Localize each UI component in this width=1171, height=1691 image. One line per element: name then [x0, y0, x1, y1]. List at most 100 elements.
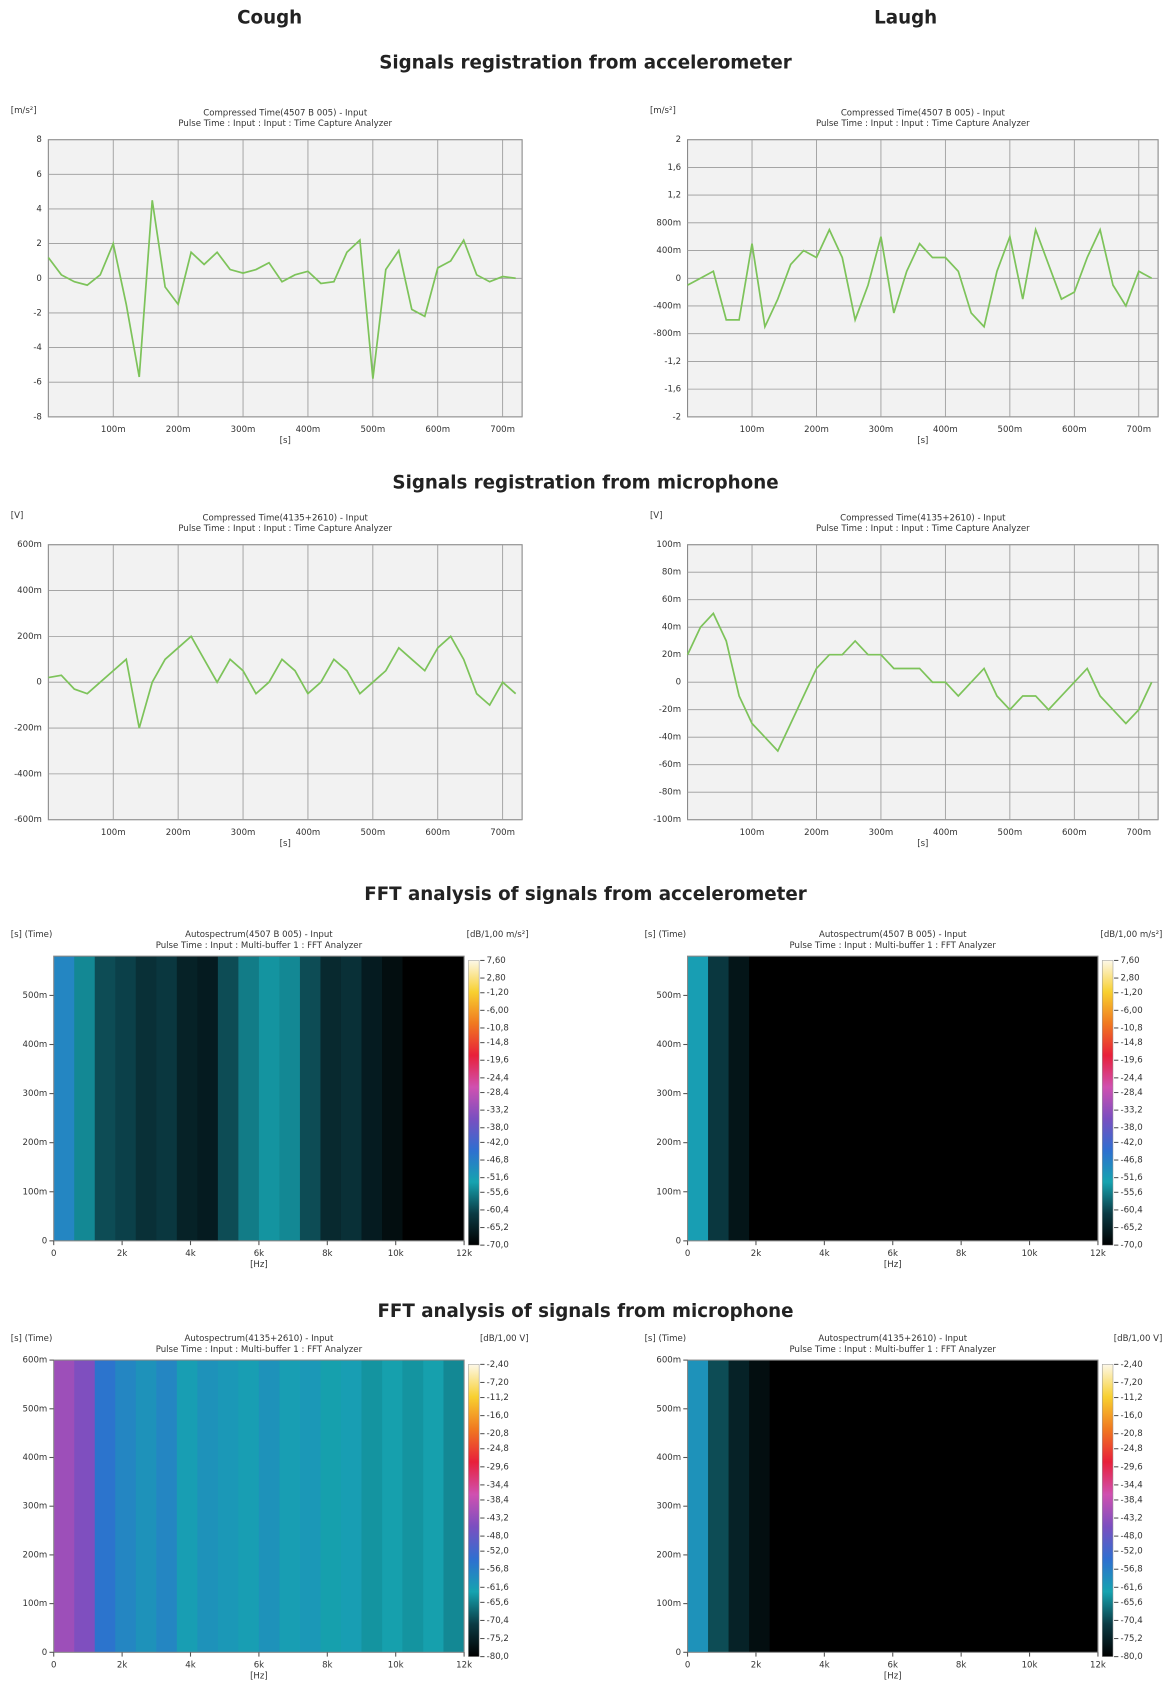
spectrum-cell: [197, 1360, 219, 1653]
y-tick-label: 0: [676, 1236, 681, 1246]
spectrum-cell: [279, 956, 301, 1241]
x-tick-label: 0: [685, 1249, 690, 1259]
colorbar-tick-label: -29,6: [487, 1462, 509, 1472]
spectrum-cell: [115, 956, 137, 1241]
y-tick-label: 200m: [23, 1138, 48, 1148]
colorbar-tick-label: -60,4: [487, 1205, 509, 1215]
y-tick-label: 300m: [23, 1502, 48, 1512]
y-tick-label: -400m: [14, 769, 42, 779]
colorbar-tick-label: -28,4: [487, 1088, 509, 1098]
spectrum-cell: [708, 1360, 729, 1653]
x-axis-label: [Hz]: [884, 1260, 902, 1270]
colorbar-tick-label: -1,20: [487, 988, 509, 998]
colorbar-tick-label: -65,2: [487, 1223, 509, 1233]
x-tick-label: 8k: [956, 1661, 966, 1671]
x-tick-label: 2k: [117, 1249, 127, 1259]
y-tick-label: 40m: [662, 623, 681, 633]
colorbar-tick-label: -33,2: [1121, 1106, 1143, 1116]
colorbar: [1101, 1364, 1114, 1657]
y-tick-label: 0: [42, 1648, 47, 1658]
spectrum-cell: [74, 1360, 96, 1653]
spectrum-cell: [299, 1360, 321, 1653]
spectrum-cell: [831, 956, 853, 1241]
colorbar-tick-label: 7,60: [487, 956, 506, 966]
x-tick-label: 300m: [869, 425, 894, 435]
y-tick-label: -4: [33, 343, 42, 353]
colorbar-label: [dB/1,00 m/s²]: [467, 930, 529, 940]
spectrum-cell: [913, 956, 935, 1241]
x-tick-label: 200m: [804, 828, 829, 838]
spectrum-cell: [954, 956, 976, 1241]
colorbar-label: [dB/1,00 V]: [1114, 1334, 1163, 1344]
y-tick-label: 2: [676, 135, 681, 145]
y-tick-label: -20m: [659, 705, 681, 715]
y-tick-label: 400m: [656, 1453, 681, 1463]
colorbar-tick-label: -55,6: [1121, 1188, 1143, 1198]
spectrum-cell: [423, 1360, 444, 1653]
x-tick-label: 6k: [888, 1249, 898, 1259]
spectrum-cell: [728, 1360, 750, 1653]
x-tick-label: 500m: [997, 425, 1022, 435]
x-axis-label: [Hz]: [250, 1671, 268, 1681]
y-tick-label: 0: [676, 274, 681, 284]
x-tick-label: 400m: [933, 828, 958, 838]
spectrum-cell: [443, 956, 465, 1241]
colorbar-tick-label: -7,20: [1121, 1378, 1143, 1388]
colorbar-tick-label: -46,8: [487, 1156, 509, 1166]
colorbar-tick-label: -34,4: [1121, 1480, 1143, 1490]
colorbar-tick-label: -16,0: [1121, 1411, 1143, 1421]
y-axis-label: [s] (Time): [11, 1334, 53, 1344]
y-tick-label: 300m: [23, 1089, 48, 1099]
y-tick-label: -100m: [653, 815, 681, 825]
x-tick-label: 600m: [1062, 828, 1087, 838]
x-tick-label: 300m: [231, 425, 256, 435]
spectrum-cell: [954, 1360, 976, 1653]
colorbar-tick-label: 2,80: [487, 974, 506, 984]
spectrum-cell: [810, 956, 832, 1241]
colorbar-tick-label: -6,00: [1121, 1006, 1143, 1016]
y-tick-label: 300m: [656, 1089, 681, 1099]
spectrum-cell: [933, 956, 955, 1241]
spectrum-cell: [1056, 1360, 1078, 1653]
spectrum-cell: [851, 1360, 873, 1653]
colorbar-tick-label: -38,0: [487, 1123, 509, 1133]
y-tick-label: -80m: [659, 788, 681, 798]
spectrum-cell: [995, 1360, 1017, 1653]
x-tick-label: 700m: [1126, 425, 1151, 435]
colorbar-tick-label: -38,4: [487, 1495, 509, 1505]
x-tick-label: 8k: [322, 1249, 332, 1259]
spectrum-cell: [872, 1360, 894, 1653]
spectrum-cell: [340, 956, 362, 1241]
colorbar: [468, 960, 480, 1246]
y-tick-label: 4: [36, 204, 41, 214]
spectrum-cell: [790, 956, 811, 1241]
spectrum-cell: [382, 956, 403, 1241]
x-tick-label: 4k: [185, 1661, 195, 1671]
spectrum-cell: [238, 1360, 260, 1653]
colorbar-tick-label: -46,8: [1121, 1156, 1143, 1166]
x-tick-label: 8k: [956, 1249, 966, 1259]
spectrum-cell: [769, 1360, 791, 1653]
spectrum-cell: [708, 956, 729, 1241]
chart-subtitle: Pulse Time : Input : Input : Time Captur…: [816, 119, 1030, 129]
y-tick-label: -2: [33, 308, 42, 318]
x-tick-label: 8k: [322, 1661, 332, 1671]
spectrum-cell: [382, 1360, 403, 1653]
section-title: Signals registration from microphone: [392, 472, 778, 493]
spectrum-cell: [810, 1360, 832, 1653]
spectrum-cell: [299, 956, 321, 1241]
colorbar-tick-label: -24,4: [487, 1073, 509, 1083]
chart-title: Autospectrum(4135+2610) - Input: [185, 1334, 334, 1344]
chart-title: Compressed Time(4507 B 005) - Input: [841, 108, 1006, 118]
spectrum-cell: [156, 956, 178, 1241]
y-tick-label: -2: [673, 412, 682, 422]
colorbar-tick-label: -24,8: [487, 1444, 509, 1454]
colorbar-tick-label: -43,2: [1121, 1514, 1143, 1524]
colorbar-tick-label: -48,0: [487, 1532, 509, 1542]
colorbar-tick-label: -55,6: [487, 1188, 509, 1198]
spectrum-cell: [1077, 1360, 1099, 1653]
spectrum-cell: [872, 956, 894, 1241]
x-tick-label: 12k: [456, 1249, 472, 1259]
colorbar-tick-label: -14,8: [1121, 1038, 1143, 1048]
